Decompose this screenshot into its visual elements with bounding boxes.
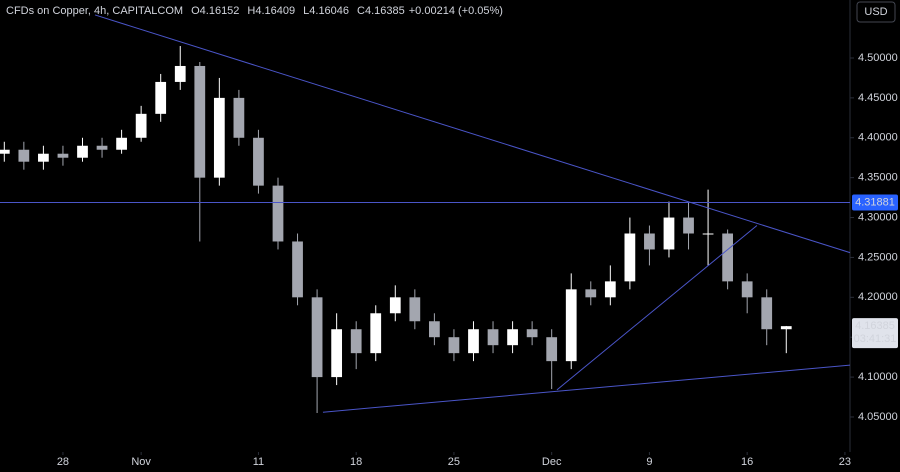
candle-body xyxy=(155,81,167,114)
candle-body xyxy=(77,145,88,158)
candle-body xyxy=(272,185,284,242)
x-tick-label: 28 xyxy=(57,456,69,468)
header-text: 4.16385 xyxy=(365,5,405,17)
currency-button[interactable] xyxy=(856,1,896,23)
currency[interactable]: USD xyxy=(864,6,887,18)
candle-body xyxy=(624,233,636,282)
x-tick-label: 9 xyxy=(646,456,652,468)
candle-body xyxy=(761,297,773,330)
header-text: C xyxy=(357,5,365,17)
x-tick-label: 23 xyxy=(839,456,851,468)
candle-body xyxy=(604,281,616,298)
level-label-box xyxy=(852,194,898,211)
candle-body xyxy=(644,233,655,250)
candle-body xyxy=(311,297,323,378)
candle-body xyxy=(116,137,127,150)
header-text: O xyxy=(191,5,200,17)
candle-body xyxy=(546,337,558,362)
x-tick-label: 11 xyxy=(253,456,264,468)
candle-body xyxy=(468,329,479,354)
candle-body xyxy=(96,145,108,150)
candle-body xyxy=(331,329,343,378)
candle-body xyxy=(213,97,225,178)
header-text: H xyxy=(247,5,255,17)
trendline xyxy=(556,225,758,391)
y-tick-label: 4.10000 xyxy=(858,371,898,383)
candle-body xyxy=(487,329,499,346)
last-price-box xyxy=(852,318,898,349)
candle-body xyxy=(780,326,792,330)
candle-body xyxy=(38,153,49,162)
candle-body xyxy=(585,289,597,298)
header-text: CFDs on Copper, 4h, CAPITALCOM xyxy=(6,5,183,17)
header-text: 4.16152 xyxy=(200,5,240,17)
candle-body xyxy=(663,217,675,250)
candle-body xyxy=(429,321,440,338)
header-text: 4.16046 xyxy=(309,5,349,17)
candle-body xyxy=(741,281,753,298)
countdown: 03:41:31 xyxy=(854,333,897,345)
candle-body xyxy=(194,65,206,178)
candle-body xyxy=(702,233,714,235)
y-tick-label: 4.35000 xyxy=(858,172,898,184)
header: CFDs on Copper, 4h, CAPITALCOM O4.16152 H4… xyxy=(6,5,503,17)
plot-area xyxy=(0,14,851,413)
candle-body xyxy=(18,149,30,162)
candle-body xyxy=(448,337,460,354)
candle-body xyxy=(174,65,186,82)
x-tick-label: 16 xyxy=(741,456,753,468)
candle-body xyxy=(233,97,245,138)
y-tick-label: 4.50000 xyxy=(858,52,898,64)
y-tick-label: 4.40000 xyxy=(858,132,898,144)
candle-body xyxy=(0,149,10,154)
last-price: 4.16385 xyxy=(855,320,895,332)
header-text: +0.00214 (+0.05%) xyxy=(409,5,503,17)
y-tick-label: 4.45000 xyxy=(858,92,898,104)
y-tick-label: 4.05000 xyxy=(858,411,898,423)
y-tick-label: 4.20000 xyxy=(858,291,898,303)
header-text: L xyxy=(303,5,309,17)
candle-body xyxy=(350,329,362,354)
candle-body xyxy=(292,241,303,298)
candle-body xyxy=(565,289,577,362)
candle-body xyxy=(370,313,382,354)
x-tick-label: Nov xyxy=(131,456,151,468)
x-tick-label: Dec xyxy=(542,456,562,468)
candle-body xyxy=(722,233,733,282)
y-tick-label: 4.25000 xyxy=(858,251,898,263)
trendline xyxy=(94,14,851,254)
candle-body xyxy=(683,217,694,234)
y-tick-label: 4.30000 xyxy=(858,211,898,223)
candle-body xyxy=(253,137,264,186)
x-tick-label: 18 xyxy=(350,456,362,468)
header-text: 4.16409 xyxy=(255,5,295,17)
candle-body xyxy=(57,153,69,158)
candle-body xyxy=(409,297,421,322)
candle-body xyxy=(389,297,401,314)
x-tick-label: 25 xyxy=(448,456,460,468)
candle-body xyxy=(507,329,518,346)
candle-body xyxy=(526,329,538,338)
trendline xyxy=(322,364,851,413)
candle-body xyxy=(135,113,147,138)
level-label: 4.31881 xyxy=(855,196,895,208)
